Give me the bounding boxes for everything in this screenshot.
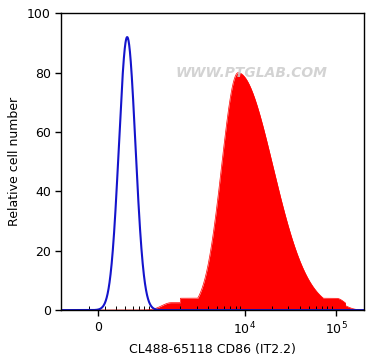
X-axis label: CL488-65118 CD86 (IT2.2): CL488-65118 CD86 (IT2.2) <box>129 343 296 356</box>
Text: WWW.PTGLAB.COM: WWW.PTGLAB.COM <box>176 66 328 80</box>
Y-axis label: Relative cell number: Relative cell number <box>8 97 21 226</box>
